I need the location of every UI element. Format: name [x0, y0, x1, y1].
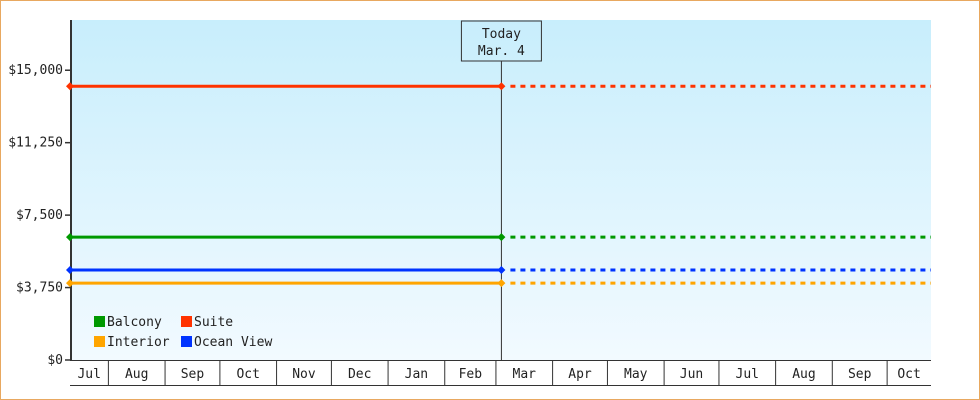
- x-tick-label: Oct: [897, 367, 920, 382]
- legend-swatch: [94, 336, 105, 347]
- x-tick-label: Dec: [348, 367, 371, 382]
- data-point: [66, 82, 74, 91]
- x-tick-label: Oct: [236, 367, 259, 382]
- data-point: [497, 82, 506, 91]
- legend-swatch: [181, 336, 192, 347]
- data-point: [66, 265, 74, 274]
- y-tick-label: $7,500: [16, 208, 63, 223]
- legend-label: Balcony: [107, 315, 162, 330]
- legend-swatch: [181, 316, 192, 327]
- legend-label: Ocean View: [194, 335, 272, 350]
- legend-swatch: [94, 316, 105, 327]
- y-tick-label: $0: [47, 353, 63, 368]
- x-tick-label: Mar: [513, 367, 537, 382]
- x-tick-label: Sep: [848, 367, 872, 382]
- x-tick-label: Jun: [680, 367, 703, 382]
- x-tick-label: Sep: [181, 367, 205, 382]
- data-point: [497, 265, 506, 274]
- x-tick-label: Feb: [459, 367, 483, 382]
- today-box: [460, 20, 542, 62]
- x-tick-label: May: [624, 367, 648, 382]
- today-date: Mar. 4: [478, 44, 525, 59]
- data-point: [66, 233, 74, 242]
- today-label: Today: [482, 27, 521, 42]
- plot-area: [70, 20, 931, 360]
- x-tick-label: Jul: [736, 367, 759, 382]
- x-tick-label: Apr: [568, 367, 592, 382]
- data-point: [497, 279, 506, 288]
- x-tick-label: Jul: [77, 367, 100, 382]
- legend-label: Interior: [107, 335, 170, 350]
- y-tick-label: $3,750: [16, 281, 63, 296]
- x-tick-label: Jan: [405, 367, 428, 382]
- x-tick-label: Nov: [292, 367, 316, 382]
- legend-label: Suite: [194, 315, 233, 330]
- x-tick-label: Aug: [792, 367, 815, 382]
- data-point: [497, 233, 506, 242]
- y-tick-label: $11,250: [8, 136, 63, 151]
- x-tick-label: Aug: [125, 367, 148, 382]
- y-tick-label: $15,000: [8, 63, 63, 78]
- data-point: [66, 279, 74, 288]
